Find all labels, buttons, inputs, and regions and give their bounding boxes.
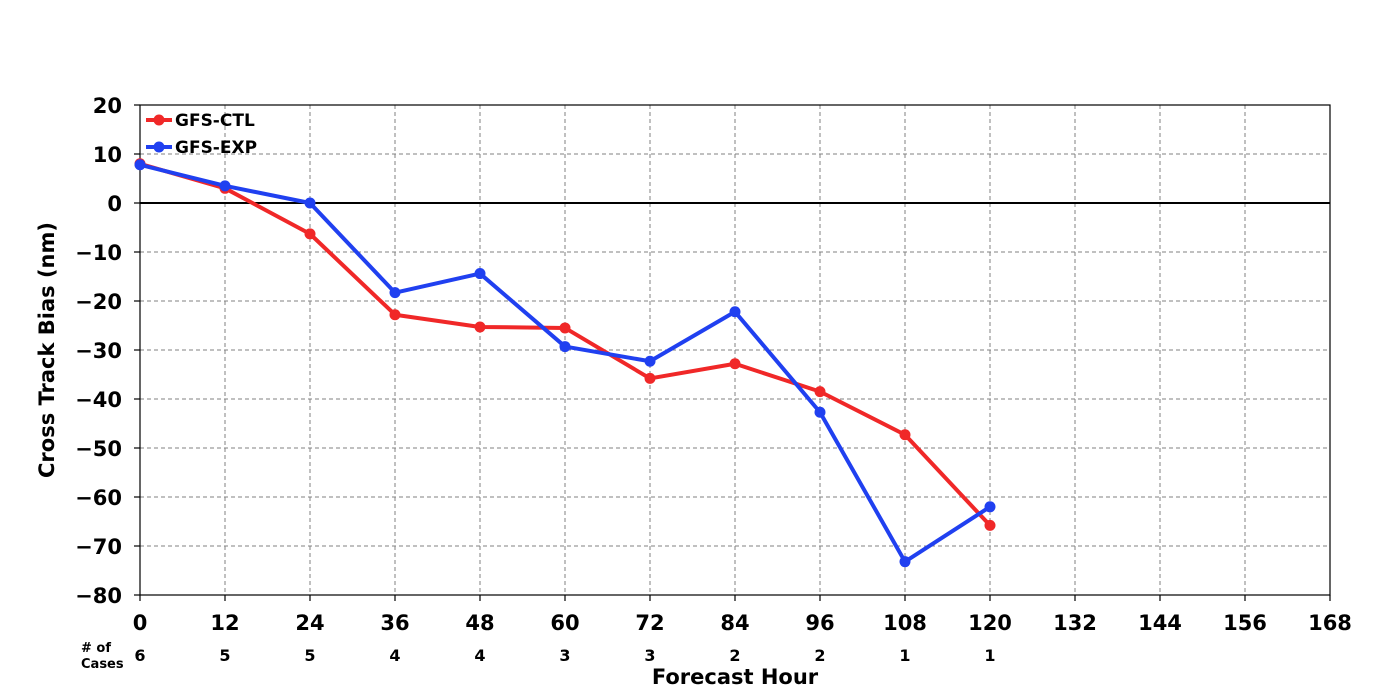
case-count: 4	[389, 646, 400, 665]
cases-title-line2: Cases	[81, 657, 124, 672]
legend: GFS-CTL GFS-EXP	[146, 111, 257, 158]
data-point-gfs-ctl	[559, 322, 571, 334]
x-tick-label: 132	[1053, 611, 1097, 635]
case-count: 5	[304, 646, 315, 665]
x-tick-label: 144	[1138, 611, 1182, 635]
data-point-gfs-exp	[304, 197, 316, 209]
x-tick-label: 96	[805, 611, 834, 635]
data-point-gfs-exp	[219, 180, 231, 192]
y-axis-title: Cross Track Bias (nm)	[35, 222, 59, 478]
y-tick-label: −30	[75, 339, 122, 363]
data-point-gfs-ctl	[474, 321, 486, 333]
data-point-gfs-exp	[814, 406, 826, 418]
y-tick-label: −20	[75, 290, 122, 314]
data-point-gfs-ctl	[644, 372, 656, 384]
case-count: 5	[219, 646, 230, 665]
case-count: 2	[814, 646, 825, 665]
legend-label: GFS-CTL	[175, 111, 255, 131]
x-axis-ticks: 0 12 24 36 48 60 72 84 96 108 120 132 144 156 168	[133, 595, 1352, 635]
y-tick-label: 10	[93, 143, 122, 167]
x-tick-label: 120	[968, 611, 1012, 635]
y-tick-label: −10	[75, 241, 122, 265]
data-point-gfs-ctl	[729, 358, 741, 370]
y-tick-label: −60	[75, 486, 122, 510]
series-layer	[134, 158, 996, 568]
x-tick-label: 168	[1308, 611, 1352, 635]
cases-title-line1: # of	[81, 641, 111, 656]
cases-row: # of Cases 6 5 5 4 4 3 3 2 2 1 1	[81, 641, 996, 672]
data-point-gfs-ctl	[984, 519, 996, 531]
legend-item-gfs-exp: GFS-EXP	[146, 138, 257, 158]
legend-swatch-marker	[153, 114, 165, 126]
data-point-gfs-exp	[984, 501, 996, 513]
y-tick-label: −40	[75, 388, 122, 412]
data-point-gfs-ctl	[899, 429, 911, 441]
series-gfs-exp	[134, 159, 996, 568]
y-axis-ticks: 20 10 0 −10 −20 −30 −40 −50 −60 −70 −80	[75, 94, 140, 608]
data-point-gfs-exp	[389, 287, 401, 299]
case-count: 1	[984, 646, 995, 665]
case-count: 4	[474, 646, 485, 665]
x-tick-label: 24	[295, 611, 324, 635]
case-count: 3	[559, 646, 570, 665]
x-tick-label: 72	[635, 611, 664, 635]
case-count: 2	[729, 646, 740, 665]
x-tick-label: 60	[550, 611, 579, 635]
case-count: 6	[134, 646, 145, 665]
data-point-gfs-exp	[899, 556, 911, 568]
y-tick-label: 20	[93, 94, 122, 118]
data-point-gfs-ctl	[304, 228, 316, 240]
x-tick-label: 36	[380, 611, 409, 635]
case-count: 3	[644, 646, 655, 665]
y-tick-label: 0	[107, 192, 122, 216]
x-tick-label: 156	[1223, 611, 1267, 635]
case-count: 1	[899, 646, 910, 665]
x-tick-label: 108	[883, 611, 927, 635]
data-point-gfs-exp	[134, 159, 146, 171]
x-tick-label: 12	[210, 611, 239, 635]
x-tick-label: 0	[133, 611, 148, 635]
data-point-gfs-exp	[559, 341, 571, 353]
legend-swatch-marker	[153, 141, 165, 153]
x-tick-label: 84	[720, 611, 749, 635]
y-tick-label: −70	[75, 535, 122, 559]
data-point-gfs-ctl	[814, 386, 826, 398]
y-tick-label: −80	[75, 584, 122, 608]
grid-lines	[140, 105, 1330, 595]
data-point-gfs-exp	[644, 355, 656, 367]
y-tick-label: −50	[75, 437, 122, 461]
legend-label: GFS-EXP	[175, 138, 257, 158]
legend-item-gfs-ctl: GFS-CTL	[146, 111, 255, 131]
x-axis-title: Forecast Hour	[652, 665, 819, 689]
data-point-gfs-exp	[729, 306, 741, 318]
data-point-gfs-ctl	[389, 309, 401, 321]
data-point-gfs-exp	[474, 268, 486, 280]
x-tick-label: 48	[465, 611, 494, 635]
